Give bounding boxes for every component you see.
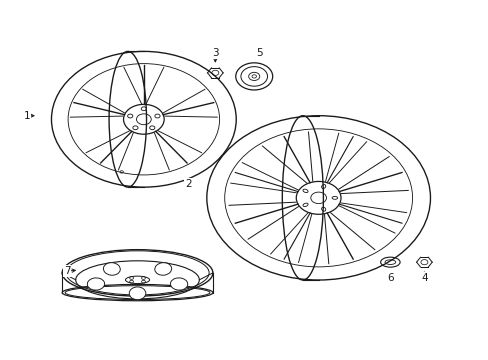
Ellipse shape bbox=[155, 263, 171, 275]
Text: 6: 6 bbox=[386, 273, 393, 283]
Text: 5: 5 bbox=[255, 48, 262, 58]
Text: 1: 1 bbox=[24, 111, 30, 121]
Ellipse shape bbox=[87, 278, 104, 290]
Ellipse shape bbox=[170, 278, 187, 290]
Text: 2: 2 bbox=[185, 179, 191, 189]
Text: 7: 7 bbox=[63, 266, 70, 276]
Text: 3: 3 bbox=[212, 48, 218, 58]
Ellipse shape bbox=[103, 263, 120, 275]
Ellipse shape bbox=[129, 287, 145, 300]
Text: 4: 4 bbox=[420, 273, 427, 283]
